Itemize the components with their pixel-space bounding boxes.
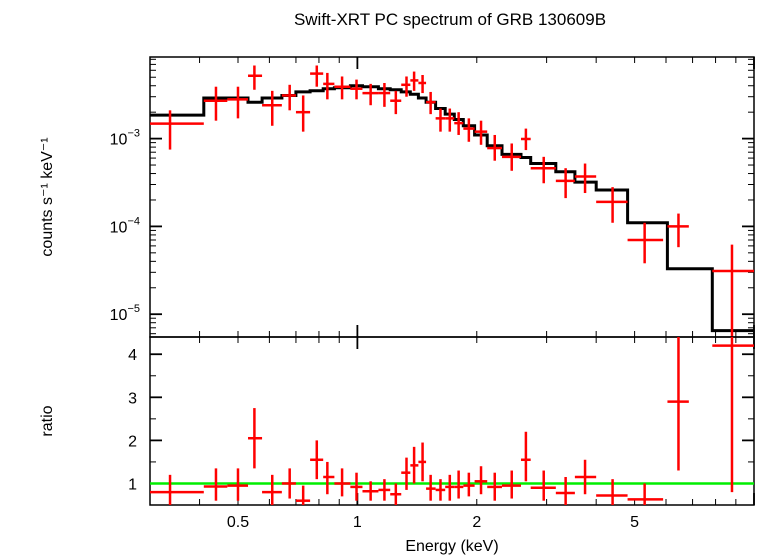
y-tick-label: 1 xyxy=(128,476,137,493)
bottom-panel: 1 2 3 4 0.5 1 2 5 ratio Energy (keV) xyxy=(39,336,755,555)
ratio-point xyxy=(474,466,488,495)
data-point xyxy=(378,82,391,107)
data-point xyxy=(390,90,402,115)
ratio-point xyxy=(203,468,228,501)
ratio-point xyxy=(310,440,324,480)
y-tick-label: 3 xyxy=(128,390,137,407)
data-point xyxy=(555,168,575,199)
ratio-point xyxy=(712,337,754,493)
ratio-point xyxy=(445,474,455,501)
ratio-point xyxy=(410,446,419,484)
data-point xyxy=(667,213,689,248)
data-point xyxy=(501,143,521,171)
ratio-point xyxy=(401,457,411,490)
y-tick-label: 4 xyxy=(128,347,137,364)
x-tick-label: 0.5 xyxy=(227,514,249,531)
data-point xyxy=(530,156,556,184)
x-tick-label: 5 xyxy=(630,514,639,531)
ratio-point xyxy=(501,470,521,499)
data-point xyxy=(227,86,249,119)
y-tick-label: 2 xyxy=(128,433,137,450)
data-point xyxy=(362,83,379,106)
data-point xyxy=(281,84,296,111)
x-tick-label: 2 xyxy=(472,514,481,531)
ratio-point xyxy=(487,472,502,501)
data-point xyxy=(323,72,335,100)
data-point xyxy=(248,65,263,90)
bottom-y-axis-label: ratio xyxy=(39,405,56,436)
ratio-point xyxy=(454,470,464,499)
ratio-point xyxy=(435,479,446,501)
ratio-point xyxy=(627,483,664,505)
x-axis-label: Energy (keV) xyxy=(405,538,498,555)
bottom-panel-frame xyxy=(149,336,755,506)
ratio-point xyxy=(362,481,379,501)
ratio-points xyxy=(150,337,754,505)
ratio-point xyxy=(378,479,391,501)
ratio-point xyxy=(418,442,427,482)
data-point xyxy=(445,108,455,132)
ratio-point xyxy=(520,431,531,482)
ratio-point xyxy=(596,479,628,505)
ratio-point xyxy=(248,408,263,469)
x-tick-label: 1 xyxy=(353,514,362,531)
ratio-point xyxy=(281,468,296,499)
data-point xyxy=(262,90,282,126)
data-point xyxy=(435,108,446,132)
data-point xyxy=(310,65,324,87)
chart-title: Swift-XRT PC spectrum of GRB 130609B xyxy=(294,10,606,29)
data-point xyxy=(410,71,419,91)
ratio-point xyxy=(555,477,575,505)
ratio-point xyxy=(334,468,351,497)
ratio-point xyxy=(390,483,402,505)
ratio-point xyxy=(227,468,249,501)
ratio-point xyxy=(295,485,311,505)
y-tick-label: 10−3 xyxy=(110,128,140,149)
y-tick-label: 10−4 xyxy=(110,215,140,236)
ratio-point xyxy=(530,470,556,501)
ratio-point xyxy=(323,461,335,495)
ratio-point xyxy=(426,474,436,501)
data-point xyxy=(150,110,204,150)
data-point xyxy=(596,187,628,223)
ratio-point xyxy=(574,459,597,495)
ratio-point xyxy=(463,472,475,497)
data-point xyxy=(520,128,531,151)
model-step-line xyxy=(150,84,754,333)
top-panel-ticks xyxy=(149,57,755,337)
data-point xyxy=(295,95,311,132)
data-points xyxy=(150,65,754,337)
data-point xyxy=(426,91,436,115)
data-point xyxy=(203,86,228,121)
ratio-point xyxy=(667,337,689,471)
ratio-point xyxy=(350,472,363,501)
data-point xyxy=(418,75,427,94)
ratio-point xyxy=(262,474,282,505)
ratio-point xyxy=(150,474,204,505)
model-curve xyxy=(150,84,754,333)
x-tick-labels: 0.5 1 2 5 xyxy=(227,514,639,531)
data-point xyxy=(454,112,464,135)
data-point xyxy=(487,134,502,161)
bottom-y-tick-labels: 1 2 3 4 xyxy=(128,347,137,493)
top-y-axis-label: counts s⁻¹ keV⁻¹ xyxy=(39,137,56,256)
data-point xyxy=(463,118,475,142)
y-tick-label: 10−5 xyxy=(110,303,140,324)
data-point xyxy=(474,120,488,145)
data-point xyxy=(712,244,754,337)
data-point xyxy=(350,79,363,100)
top-y-tick-labels: 10−3 10−4 10−5 xyxy=(110,128,140,325)
data-point xyxy=(574,163,597,194)
data-point xyxy=(627,222,664,264)
bottom-panel-ticks xyxy=(149,337,755,506)
top-panel: 10−3 10−4 10−5 counts s⁻¹ keV⁻¹ xyxy=(39,56,755,338)
data-point xyxy=(334,76,351,100)
data-point xyxy=(401,76,411,97)
